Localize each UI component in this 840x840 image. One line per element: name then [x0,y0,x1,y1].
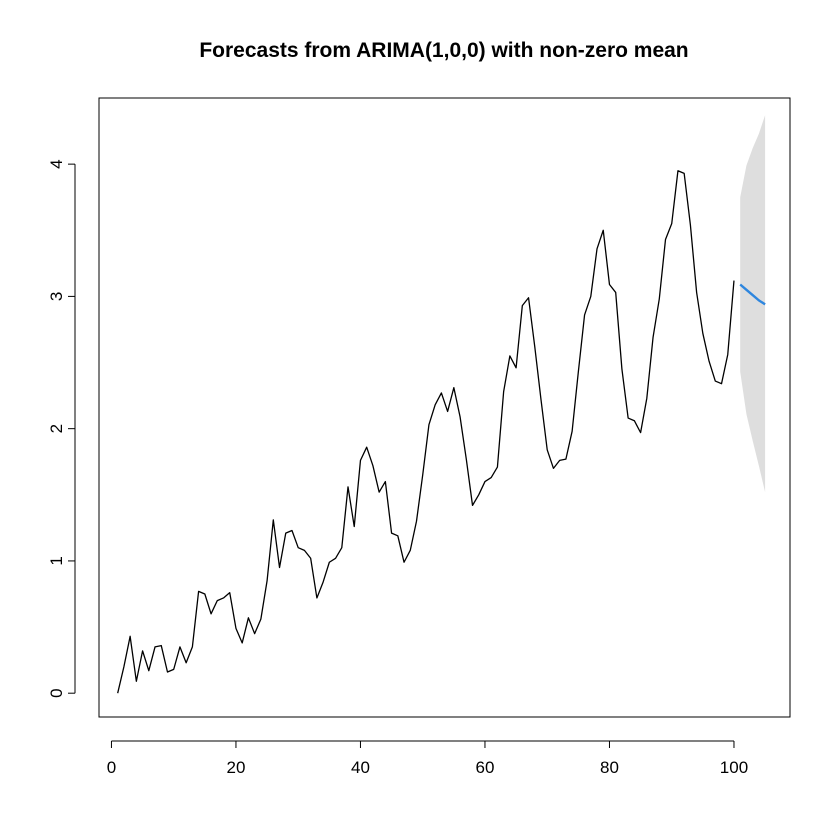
x-tick-label: 100 [720,758,748,777]
chart-title: Forecasts from ARIMA(1,0,0) with non-zer… [199,39,688,62]
y-tick-label: 1 [47,556,66,565]
y-tick-label: 2 [47,424,66,433]
x-tick-label: 40 [351,758,370,777]
y-tick-label: 4 [47,159,66,168]
x-tick-label: 80 [600,758,619,777]
y-tick-label: 0 [47,688,66,697]
forecast-series-line [739,283,766,306]
plot-frame [98,97,791,718]
x-tick-label: 20 [226,758,245,777]
prediction-interval-band [740,115,766,493]
historical-series-line [117,170,735,694]
y-tick-label: 3 [47,292,66,301]
x-tick-label: 0 [107,758,116,777]
x-tick-label: 60 [476,758,495,777]
